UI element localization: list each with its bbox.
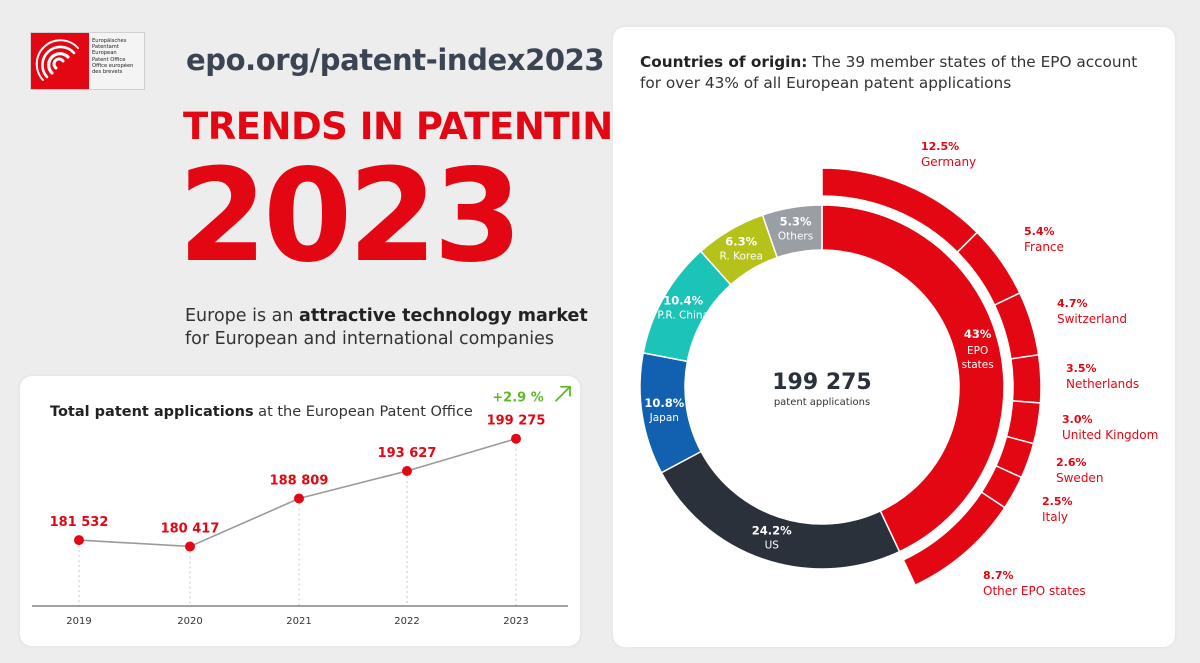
breakdown-value-germany: 12.5% bbox=[921, 140, 959, 153]
slice-label-us: US bbox=[765, 539, 780, 551]
donut-title-rest: The 39 member states of the EPO account … bbox=[640, 53, 1138, 92]
breakdown-arc-netherlands bbox=[1010, 353, 1042, 404]
growth-arrow-icon bbox=[555, 385, 571, 402]
tagline: Europe is an attractive technology marke… bbox=[185, 305, 588, 351]
line-title-rest: at the European Patent Office bbox=[253, 404, 473, 420]
x-tick-2020: 2020 bbox=[177, 616, 202, 627]
slice-value-p-r-china: 10.4% bbox=[663, 293, 703, 307]
logo-line: Office européen bbox=[92, 62, 134, 69]
breakdown-label-switzerland: Switzerland bbox=[1057, 312, 1127, 326]
epo-logo-mark bbox=[31, 33, 89, 89]
breakdown-value-united-kingdom: 3.0% bbox=[1062, 413, 1093, 426]
logo-line: Patent Office bbox=[92, 56, 126, 63]
slice-others bbox=[761, 204, 823, 259]
epo-swirl-icon bbox=[35, 39, 79, 81]
breakdown-arc-switzerland bbox=[993, 292, 1040, 360]
x-tick-2022: 2022 bbox=[394, 616, 419, 627]
slice-value-us: 24.2% bbox=[752, 523, 792, 537]
data-point-2019 bbox=[74, 535, 84, 546]
slice-label-japan: Japan bbox=[649, 412, 679, 424]
slice-label-others: Others bbox=[778, 231, 813, 243]
year-heading: 2023 bbox=[178, 142, 522, 291]
data-point-2023 bbox=[511, 433, 521, 444]
logo-line: Patentamt bbox=[92, 44, 119, 51]
data-label-2019: 181 532 bbox=[50, 515, 109, 530]
breakdown-label-other-epo-states: Other EPO states bbox=[983, 584, 1086, 598]
x-tick-2023: 2023 bbox=[503, 616, 528, 627]
logo-line: des brevets bbox=[92, 69, 123, 76]
breakdown-arc-other-epo-states bbox=[902, 491, 1006, 587]
data-point-2020 bbox=[185, 541, 195, 552]
tagline-bold: attractive technology market bbox=[299, 306, 588, 326]
breakdown-value-italy: 2.5% bbox=[1042, 495, 1073, 508]
breakdown-value-netherlands: 3.5% bbox=[1066, 362, 1097, 375]
slice-value-japan: 10.8% bbox=[644, 396, 684, 410]
epo-logo: Europäisches Patentamt European Patent O… bbox=[30, 32, 145, 90]
tagline-post: for European and international companies bbox=[185, 329, 555, 349]
data-label-2023: 199 275 bbox=[487, 414, 546, 429]
breakdown-label-germany: Germany bbox=[921, 155, 976, 169]
slice-value-r-korea: 6.3% bbox=[725, 234, 757, 248]
series-line bbox=[78, 437, 517, 548]
donut-title-bold: Countries of origin: bbox=[640, 53, 808, 71]
donut-chart: 43% EPO states 24.2% US 10.8% Japan 10.4% P.R. C… bbox=[639, 140, 1158, 598]
patent-index-url[interactable]: epo.org/patent-index2023 bbox=[186, 43, 605, 77]
growth-label: +2.9 % bbox=[492, 391, 543, 406]
data-label-2021: 188 809 bbox=[270, 474, 329, 489]
total-applications-card: Total patent applications at the Europea… bbox=[20, 376, 580, 646]
line-chart-title: Total patent applications at the Europea… bbox=[50, 404, 473, 420]
line-title-bold: Total patent applications bbox=[50, 404, 254, 420]
data-label-2022: 193 627 bbox=[378, 446, 437, 461]
breakdown-label-france: France bbox=[1024, 240, 1064, 254]
x-tick-2019: 2019 bbox=[66, 616, 91, 627]
slice-value-epo-states: 43% bbox=[964, 327, 992, 341]
logo-line: European bbox=[92, 50, 117, 57]
tagline-pre: Europe is an bbox=[185, 306, 300, 326]
slice-value-others: 5.3% bbox=[780, 215, 812, 229]
logo-line: Europäisches bbox=[92, 38, 127, 44]
data-point-2021 bbox=[294, 493, 304, 504]
center-value: 199 275 bbox=[772, 370, 872, 395]
slice-label-r-korea: R. Korea bbox=[720, 250, 763, 262]
epo-logo-text: Europäisches Patentamt European Patent O… bbox=[89, 33, 144, 89]
slice-label-epo-states: EPO bbox=[967, 345, 988, 357]
countries-of-origin-card: Countries of origin: The 39 member state… bbox=[613, 27, 1175, 647]
breakdown-value-switzerland: 4.7% bbox=[1057, 297, 1088, 310]
data-point-2022 bbox=[402, 465, 412, 476]
donut-chart-title: Countries of origin: The 39 member state… bbox=[640, 52, 1160, 94]
center-label: patent applications bbox=[774, 397, 870, 408]
slice-us bbox=[660, 450, 901, 570]
breakdown-value-other-epo-states: 8.7% bbox=[983, 569, 1014, 582]
slice-epo-states bbox=[821, 204, 1005, 553]
slice-label-p-r-china: P.R. China bbox=[657, 309, 709, 321]
breakdown-label-italy: Italy bbox=[1042, 510, 1068, 524]
breakdown-label-netherlands: Netherlands bbox=[1066, 377, 1139, 391]
breakdown-value-sweden: 2.6% bbox=[1056, 456, 1087, 469]
breakdown-value-france: 5.4% bbox=[1024, 225, 1055, 238]
data-label-2020: 180 417 bbox=[161, 521, 220, 536]
trends-heading: TRENDS IN PATENTING bbox=[183, 105, 643, 148]
slice-label-epo-states-2: states bbox=[962, 359, 994, 371]
breakdown-label-united-kingdom: United Kingdom bbox=[1062, 428, 1158, 442]
breakdown-label-sweden: Sweden bbox=[1056, 471, 1103, 485]
line-chart: 181 532 2019 180 417 2020 188 809 2021 193 627… bbox=[32, 385, 571, 627]
x-tick-2021: 2021 bbox=[286, 616, 311, 627]
